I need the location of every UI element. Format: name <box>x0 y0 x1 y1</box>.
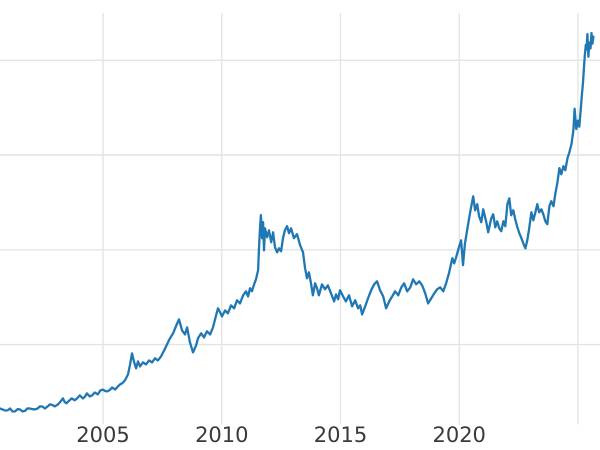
x-tick-label-2020: 2020 <box>432 423 485 447</box>
grid-layer <box>0 13 600 425</box>
x-tick-label-2010: 2010 <box>195 423 248 447</box>
x-tick-label-2015: 2015 <box>314 423 367 447</box>
series-layer <box>0 31 595 413</box>
x-axis-tick-labels: 2005 2010 2015 2020 <box>76 423 486 447</box>
x-tick-label-2005: 2005 <box>76 423 129 447</box>
data-line <box>0 31 595 413</box>
